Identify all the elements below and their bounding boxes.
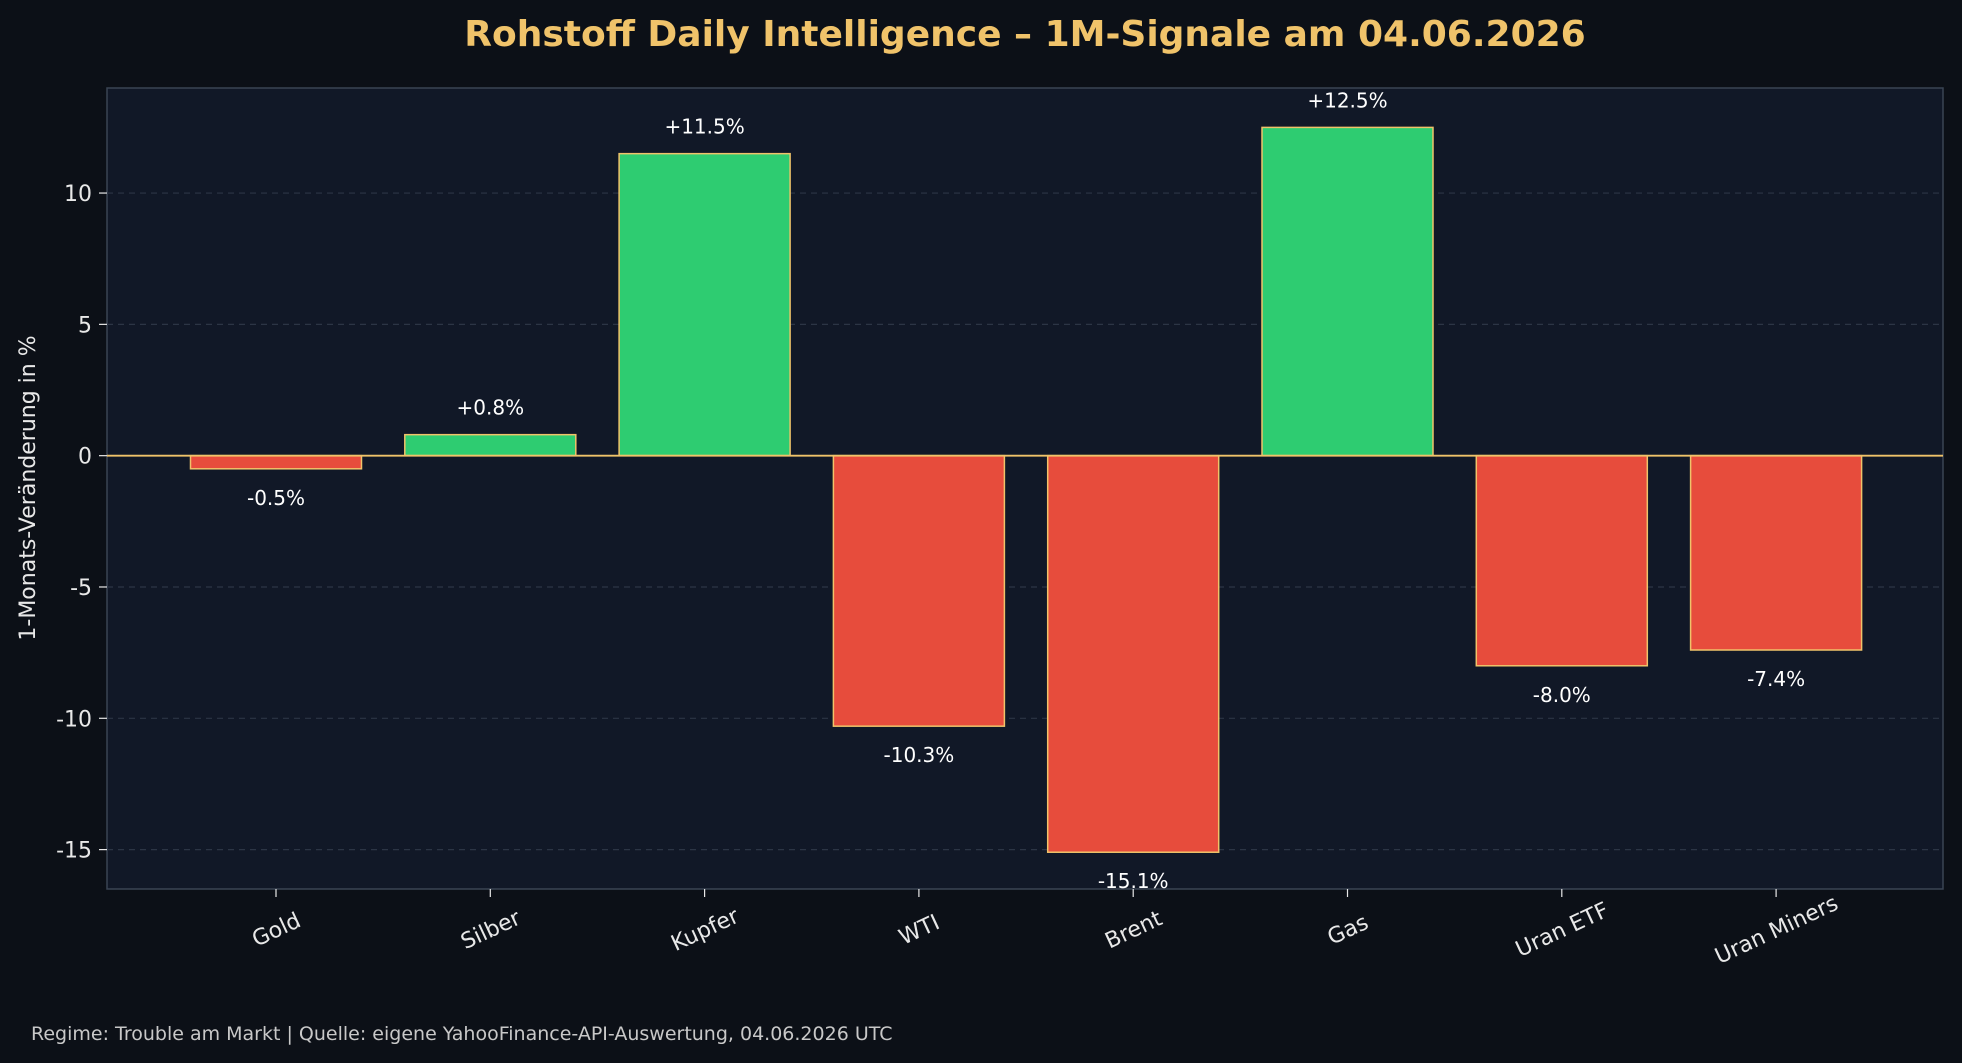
y-axis-ticks: 10 5 0 -5 -10 -15 — [56, 182, 107, 864]
data-label: +11.5% — [664, 115, 744, 139]
x-tick-label: Gold — [248, 908, 304, 952]
footer-note: Regime: Trouble am Markt | Quelle: eigen… — [31, 1023, 893, 1045]
data-label: +0.8% — [457, 396, 525, 420]
x-tick-label: Gas — [1324, 910, 1373, 950]
bar-gold — [189, 454, 363, 470]
x-tick-label: Kupfer — [668, 904, 744, 957]
bars — [107, 126, 1943, 853]
x-tick-label: Uran ETF — [1512, 898, 1613, 963]
y-tick-label: -15 — [56, 839, 92, 864]
y-tick-label: -10 — [56, 707, 92, 732]
y-axis-title: 1-Monats-Veränderung in % — [16, 335, 41, 640]
plot-area — [106, 87, 1944, 890]
x-tick-label: WTI — [895, 910, 943, 950]
data-label: -8.0% — [1533, 683, 1591, 707]
y-tick-label: 5 — [78, 313, 92, 338]
data-label: -7.4% — [1747, 667, 1805, 691]
bar-kupfer — [618, 152, 791, 457]
bar-uran-etf — [1475, 454, 1649, 667]
bar-gas — [1261, 126, 1434, 457]
x-tick-label: Brent — [1101, 906, 1166, 954]
x-tick-label: Uran Miners — [1711, 891, 1842, 970]
bar-brent — [1046, 454, 1220, 853]
bar-silber — [404, 433, 577, 457]
data-label: -0.5% — [247, 486, 305, 510]
chart-title: Rohstoff Daily Intelligence – 1M-Signale… — [464, 14, 1585, 55]
x-tick-label: Silber — [457, 905, 525, 955]
y-tick-label: 10 — [64, 182, 92, 207]
x-axis-ticks: Gold Silber Kupfer WTI Brent Gas Uran ETF Uran … — [248, 889, 1842, 970]
data-label: -10.3% — [884, 743, 955, 767]
bar-uran-miners — [1689, 454, 1863, 651]
data-label: +12.5% — [1307, 88, 1387, 112]
data-labels: -0.5%+0.8%+11.5%-10.3%-15.1%+12.5%-8.0%-… — [247, 88, 1805, 893]
bar-wti — [832, 454, 1006, 727]
y-tick-label: 0 — [78, 445, 92, 470]
y-tick-label: -5 — [70, 576, 92, 601]
